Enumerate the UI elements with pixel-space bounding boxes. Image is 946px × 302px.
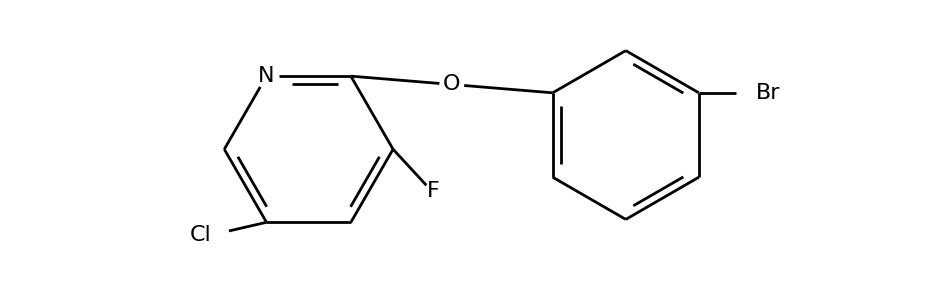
Text: O: O [443,75,461,95]
Text: Cl: Cl [190,225,212,245]
Text: N: N [258,66,274,86]
Text: F: F [428,181,440,201]
Text: Br: Br [756,83,780,103]
